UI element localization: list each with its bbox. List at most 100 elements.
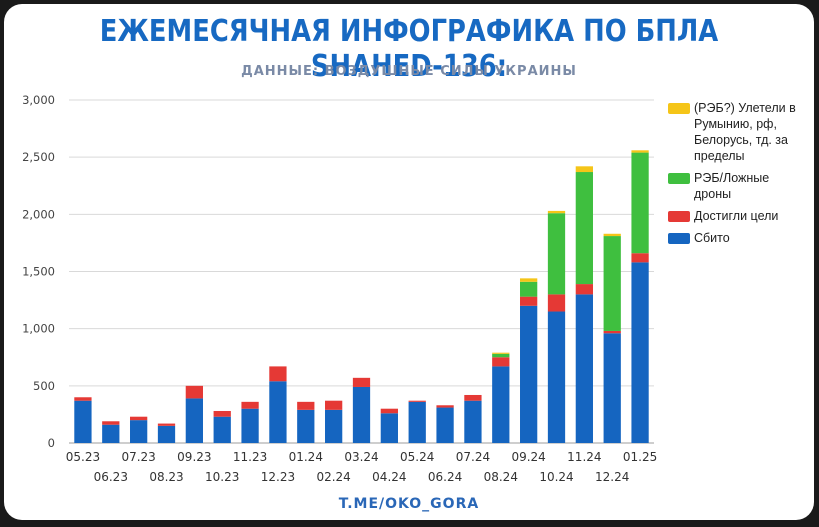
bar-segment [492, 357, 510, 367]
bar-segment [157, 425, 176, 443]
x-tick-label: 10.23 [205, 470, 239, 484]
y-tick-label: 2,500 [22, 150, 55, 164]
y-tick-label: 3,000 [22, 93, 55, 107]
bar-segment [102, 421, 120, 425]
bar-segment [603, 333, 621, 443]
y-tick-label: 2,000 [22, 207, 55, 221]
bar-segment [436, 407, 454, 443]
x-tick-label: 12.24 [595, 470, 629, 484]
bar-segment [603, 330, 621, 334]
bar-segment [631, 253, 649, 263]
bar-segment [464, 394, 482, 401]
bar-segment [547, 311, 566, 443]
x-tick-label: 01.25 [623, 450, 657, 464]
legend-label-ew-decoy: РЭБ/Ложные дроны [694, 171, 770, 201]
bar-segment [631, 262, 649, 443]
bar-segment [631, 152, 649, 254]
x-tick-label: 03.24 [344, 450, 378, 464]
x-tick-label: 04.24 [372, 470, 406, 484]
bar-segment [185, 385, 203, 399]
bar-segment [297, 401, 315, 410]
stacked-bar-chart: 0 500 1,000 1,500 2,000 2,500 3,000 05.23 06.23 0… [22, 93, 657, 484]
bar-segment [325, 400, 343, 410]
x-tick-label: 10.24 [539, 470, 573, 484]
bar-segment [520, 281, 538, 297]
x-tick-label: 09.24 [511, 450, 545, 464]
infographic-card: ЕЖЕМЕСЯЧНАЯ ИНФОГРАФИКА ПО БПЛА SHAHED-1… [4, 4, 814, 520]
bar-segment [408, 400, 426, 402]
x-tick-label: 05.24 [400, 450, 434, 464]
x-tick-label: 06.23 [94, 470, 128, 484]
bar-segment [352, 377, 371, 387]
bar-segment [492, 353, 510, 358]
y-tick-label: 1,000 [22, 322, 55, 336]
bar-segment [325, 409, 343, 443]
bar-segment [520, 305, 538, 443]
bar-segment [213, 410, 231, 417]
x-tick-label: 12.23 [261, 470, 295, 484]
bar-segment [631, 150, 649, 153]
x-tick-label: 07.24 [456, 450, 490, 464]
bar-segment [603, 236, 621, 331]
bar-segment [185, 398, 203, 443]
bar-segment [408, 401, 426, 443]
x-tick-label: 11.24 [567, 450, 601, 464]
bar-segment [575, 172, 593, 285]
bar-segment [74, 400, 92, 443]
legend-item-flew-away: (РЭБ?) Улетели в Румынию, рф, Белорусь, … [668, 100, 808, 164]
bar-segment [352, 386, 371, 443]
x-tick-label: 02.24 [316, 470, 350, 484]
bar-segment [269, 381, 287, 443]
x-tick-label: 09.23 [177, 450, 211, 464]
page-subtitle: ДАННЫЕ: ВОЗДУШНЫЕ СИЛЫ УКРАИНЫ [241, 64, 577, 79]
legend-swatch-shot-down [668, 233, 690, 244]
bar-segment [241, 401, 259, 409]
bar-segment [492, 366, 510, 443]
bar-segment [380, 408, 398, 414]
x-tick-label: 08.23 [149, 470, 183, 484]
bar-segment [102, 424, 120, 443]
legend-label-shot-down: Сбито [694, 231, 730, 245]
chart-legend: (РЭБ?) Улетели в Румынию, рф, Белорусь, … [668, 100, 808, 252]
legend-swatch-ew-decoy [668, 173, 690, 184]
bar-segment [520, 296, 538, 306]
bar-segment [157, 423, 176, 426]
x-tick-label: 08.24 [484, 470, 518, 484]
bar-segment [130, 416, 148, 421]
x-tick-label: 11.23 [233, 450, 267, 464]
bar-segment [436, 405, 454, 408]
legend-label-hit-target: Достигли цели [694, 209, 779, 223]
bar-segment [241, 408, 259, 443]
page-title: ЕЖЕМЕСЯЧНАЯ ИНФОГРАФИКА ПО БПЛА SHAHED-1… [99, 14, 719, 84]
x-tick-label: 06.24 [428, 470, 462, 484]
y-tick-label: 1,500 [22, 265, 55, 279]
bar-segment [547, 213, 566, 295]
bar-segment [603, 233, 621, 237]
bar-segment [74, 397, 92, 401]
legend-item-shot-down: Сбито [668, 230, 808, 246]
footer-link[interactable]: T.ME/OKO_GORA [338, 496, 480, 512]
y-tick-label: 0 [48, 436, 55, 450]
bar-segment [213, 416, 231, 443]
legend-item-hit-target: Достигли цели [668, 208, 808, 224]
bar-segment [547, 294, 566, 312]
bar-segment [575, 294, 593, 443]
legend-label-flew-away: (РЭБ?) Улетели в Румынию, рф, Белорусь, … [694, 101, 796, 163]
bar-segment [130, 420, 148, 443]
y-tick-label: 500 [33, 379, 55, 393]
bar-segment [520, 278, 538, 282]
bar-segment [547, 210, 566, 214]
bar-segment [464, 400, 482, 443]
legend-item-ew-decoy: РЭБ/Ложные дроны [668, 170, 808, 202]
bar-segment [269, 366, 287, 382]
legend-swatch-flew-away [668, 103, 690, 114]
bar-segment [575, 284, 593, 295]
bar-segment [297, 409, 315, 443]
x-tick-label: 05.23 [66, 450, 100, 464]
x-tick-label: 01.24 [289, 450, 323, 464]
bar-segment [575, 166, 593, 173]
legend-swatch-hit-target [668, 211, 690, 222]
bar-segment [492, 352, 510, 354]
x-tick-label: 07.23 [121, 450, 155, 464]
bar-segment [380, 413, 398, 443]
